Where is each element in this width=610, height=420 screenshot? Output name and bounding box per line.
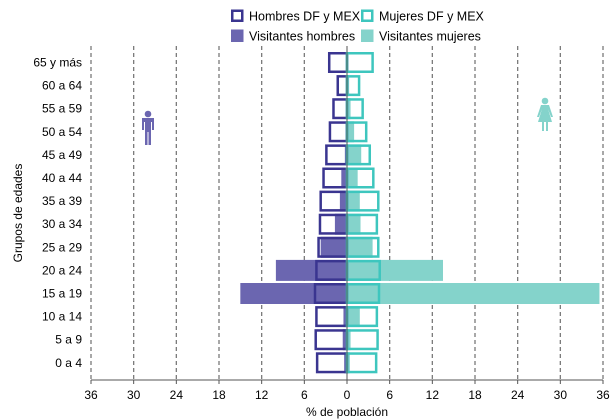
bar-visitantes-mujeres	[347, 283, 600, 304]
bar-visitantes-hombres	[240, 283, 347, 304]
y-tick-label: 65 y más	[33, 56, 82, 70]
y-tick-label: 50 a 54	[42, 125, 82, 139]
bar-visitantes-mujeres	[347, 259, 443, 281]
bar-outline-mujeres-df-y-mex	[345, 352, 378, 374]
x-tick-label: 12	[255, 388, 269, 402]
legend-swatch	[231, 9, 244, 22]
legend-swatch	[231, 29, 244, 42]
bar-outline-hombres-df-y-mex	[314, 329, 349, 351]
y-tick-label: 60 a 64	[42, 79, 82, 93]
x-tick-label: 30	[554, 388, 568, 402]
x-tick-label: 12	[426, 388, 440, 402]
bar-visitantes-mujeres	[347, 236, 373, 258]
legend-swatch	[361, 9, 374, 22]
bar-outline-hombres-df-y-mex	[325, 144, 349, 166]
bar-outline-hombres-df-y-mex	[315, 352, 349, 374]
x-tick-label: 24	[170, 388, 184, 402]
legend-label: Hombres DF y MEX	[249, 10, 361, 24]
y-tick-label: 35 a 39	[42, 194, 82, 208]
x-tick-label: 36	[596, 388, 610, 402]
bar-visitantes-mujeres	[347, 213, 361, 235]
bar-outline-mujeres-df-y-mex	[345, 329, 379, 351]
x-tick-label: 36	[84, 388, 98, 402]
bar-visitantes-hombres	[343, 306, 347, 328]
bar-visitantes-hombres	[334, 213, 347, 235]
legend-label: Visitantes mujeres	[379, 30, 481, 44]
legend-label: Visitantes hombres	[249, 30, 355, 44]
bar-visitantes-mujeres	[347, 144, 362, 166]
bar-visitantes-mujeres	[347, 190, 360, 212]
x-tick-label: 6	[386, 388, 393, 402]
y-tick-label: 25 a 29	[42, 240, 82, 254]
bar-visitantes-mujeres	[347, 121, 355, 143]
x-axis-title: % de población	[306, 405, 388, 419]
y-axis-labels: 0 a 4 5 a 9 10 a 14 15 a 19 20 a 24 25 a 29 30…	[33, 56, 82, 370]
y-tick-label: 10 a 14	[42, 310, 82, 324]
male-body	[142, 118, 154, 145]
bar-visitantes-hombres	[342, 329, 347, 351]
y-axis-title: Grupos de edades	[11, 164, 25, 263]
y-tick-label: 15 a 19	[42, 287, 82, 301]
x-tick-label: 24	[511, 388, 525, 402]
x-axis: 36 30 24 18 12 6 0 6 12 18 24 30 36	[84, 46, 610, 402]
bar-outline-hombres-df-y-mex	[327, 52, 349, 73]
x-tick-label: 6	[301, 388, 308, 402]
bar-outline-mujeres-df-y-mex	[345, 52, 374, 73]
y-tick-label: 40 a 44	[42, 171, 82, 185]
bar-outline-hombres-df-y-mex	[315, 306, 349, 328]
bar-visitantes-hombres	[341, 167, 347, 189]
bar-visitantes-mujeres	[347, 306, 360, 328]
legend: Hombres DF y MEX Mujeres DF y MEX Visitant…	[231, 9, 485, 44]
x-tick-label: 30	[127, 388, 141, 402]
bar-visitantes-mujeres	[347, 98, 351, 120]
legend-label: Mujeres DF y MEX	[379, 10, 485, 24]
bar-visitantes-hombres	[275, 259, 347, 281]
female-head	[541, 97, 549, 105]
female-body	[537, 105, 553, 131]
bar-outline-hombres-df-y-mex	[336, 75, 349, 97]
gender-icons	[142, 97, 553, 145]
y-tick-label: 45 a 49	[42, 148, 82, 162]
legend-swatch	[361, 29, 374, 42]
x-tick-label: 18	[468, 388, 482, 402]
y-tick-label: 5 a 9	[55, 333, 82, 347]
bar-visitantes-mujeres	[347, 329, 351, 351]
y-tick-label: 0 a 4	[55, 356, 82, 370]
bar-visitantes-hombres	[339, 190, 347, 212]
bar-visitantes-mujeres	[347, 167, 358, 189]
bar-outline-hombres-df-y-mex	[328, 121, 349, 143]
x-tick-label: 18	[212, 388, 226, 402]
bar-visitantes-hombres	[344, 352, 347, 374]
x-tick-label: 0	[344, 388, 351, 402]
y-tick-label: 30 a 34	[42, 217, 82, 231]
bar-visitantes-mujeres	[347, 352, 350, 374]
bar-outline-hombres-df-y-mex	[332, 98, 349, 120]
female-person-icon	[537, 97, 553, 131]
male-person-icon	[142, 110, 154, 145]
bar-visitantes-hombres	[320, 236, 347, 258]
male-head	[144, 110, 152, 118]
y-tick-label: 55 a 59	[42, 102, 82, 116]
y-tick-label: 20 a 24	[42, 263, 82, 277]
